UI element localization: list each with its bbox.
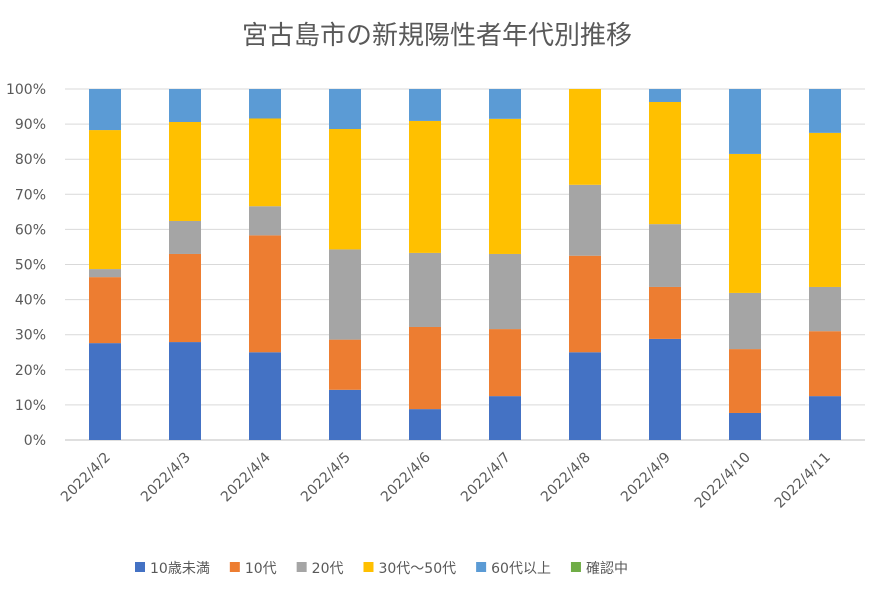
x-tick-label: 2022/4/11: [772, 450, 834, 512]
bar-segment: [569, 89, 601, 185]
legend-swatch: [476, 562, 487, 572]
legend-label: 60代以上: [491, 561, 551, 577]
bar-segment: [809, 89, 841, 133]
bar-segment: [249, 352, 281, 440]
legend-label: 10代: [245, 561, 277, 577]
y-tick-label: 20%: [15, 363, 46, 379]
bar-segment: [89, 130, 121, 270]
bar-segment: [169, 121, 201, 221]
y-tick-label: 10%: [15, 398, 46, 414]
x-tick-label: 2022/4/7: [458, 450, 514, 506]
x-tick-label: 2022/4/5: [298, 450, 354, 506]
bar-segment: [409, 326, 441, 410]
bar-segment: [729, 292, 761, 350]
bar-segment: [729, 412, 761, 440]
bar-segment: [729, 89, 761, 154]
bar-segment: [729, 153, 761, 293]
legend-swatch: [135, 562, 145, 572]
x-tick-label: 2022/4/2: [58, 450, 114, 506]
y-tick-label: 50%: [15, 258, 46, 274]
bar-segment: [649, 338, 681, 440]
bar-segment: [649, 101, 681, 225]
bar-segment: [649, 286, 681, 339]
bar-segment: [489, 253, 521, 330]
bar-segment: [249, 206, 281, 236]
x-tick-label: 2022/4/10: [692, 450, 754, 512]
bar-segment: [169, 342, 201, 440]
bar-segment: [329, 249, 361, 340]
bar-segment: [489, 396, 521, 440]
bar-segment: [649, 89, 681, 102]
x-tick-label: 2022/4/6: [378, 449, 434, 505]
bar-segment: [729, 349, 761, 413]
y-tick-label: 80%: [15, 152, 46, 168]
bar-segment: [489, 89, 521, 119]
bar-segment: [569, 255, 601, 353]
legend-label: 確認中: [586, 561, 628, 577]
bar-segment: [169, 220, 201, 254]
bar-segment: [89, 343, 121, 440]
y-tick-label: 40%: [15, 293, 46, 309]
bar-segment: [89, 89, 121, 131]
legend-label: 10歳未満: [150, 561, 210, 577]
bar-segment: [329, 339, 361, 390]
bar-segment: [489, 118, 521, 254]
bar-segment: [409, 89, 441, 121]
bar-segment: [329, 129, 361, 250]
y-tick-label: 70%: [15, 187, 46, 203]
bar-segment: [809, 396, 841, 440]
bar-segment: [329, 389, 361, 440]
chart-title: 宮古島市の新規陽性者年代別推移: [242, 21, 632, 51]
bar-segment: [569, 184, 601, 256]
bar-segment: [249, 118, 281, 207]
bar-segment: [409, 252, 441, 327]
legend-label: 30代～50代: [378, 561, 456, 577]
bar-segment: [89, 269, 121, 278]
y-tick-label: 60%: [15, 222, 46, 238]
bar-segment: [649, 224, 681, 287]
legend-swatch: [363, 562, 374, 572]
bar-segment: [489, 329, 521, 397]
x-tick-label: 2022/4/3: [138, 450, 194, 506]
bar-segment: [809, 132, 841, 287]
legend-swatch: [570, 562, 581, 572]
bar-segment: [809, 286, 841, 332]
bar-segment: [169, 253, 201, 343]
bar-segment: [409, 120, 441, 253]
legend-label: 20代: [312, 561, 344, 577]
y-tick-label: 90%: [15, 117, 46, 133]
x-tick-label: 2022/4/9: [618, 450, 674, 506]
x-tick-label: 2022/4/4: [218, 449, 274, 505]
y-tick-label: 30%: [15, 328, 46, 344]
bar-segment: [249, 89, 281, 119]
bar-segment: [569, 352, 601, 440]
y-tick-label: 100%: [6, 82, 46, 98]
bar-segment: [329, 89, 361, 130]
bar-segment: [409, 409, 441, 440]
bar-segment: [809, 331, 841, 397]
bar-segment: [89, 277, 121, 344]
bar-segment: [169, 89, 201, 122]
x-tick-label: 2022/4/8: [538, 450, 594, 506]
legend-swatch: [229, 562, 240, 572]
bar-segment: [249, 235, 281, 353]
legend-swatch: [296, 562, 307, 572]
y-tick-label: 0%: [24, 433, 46, 449]
